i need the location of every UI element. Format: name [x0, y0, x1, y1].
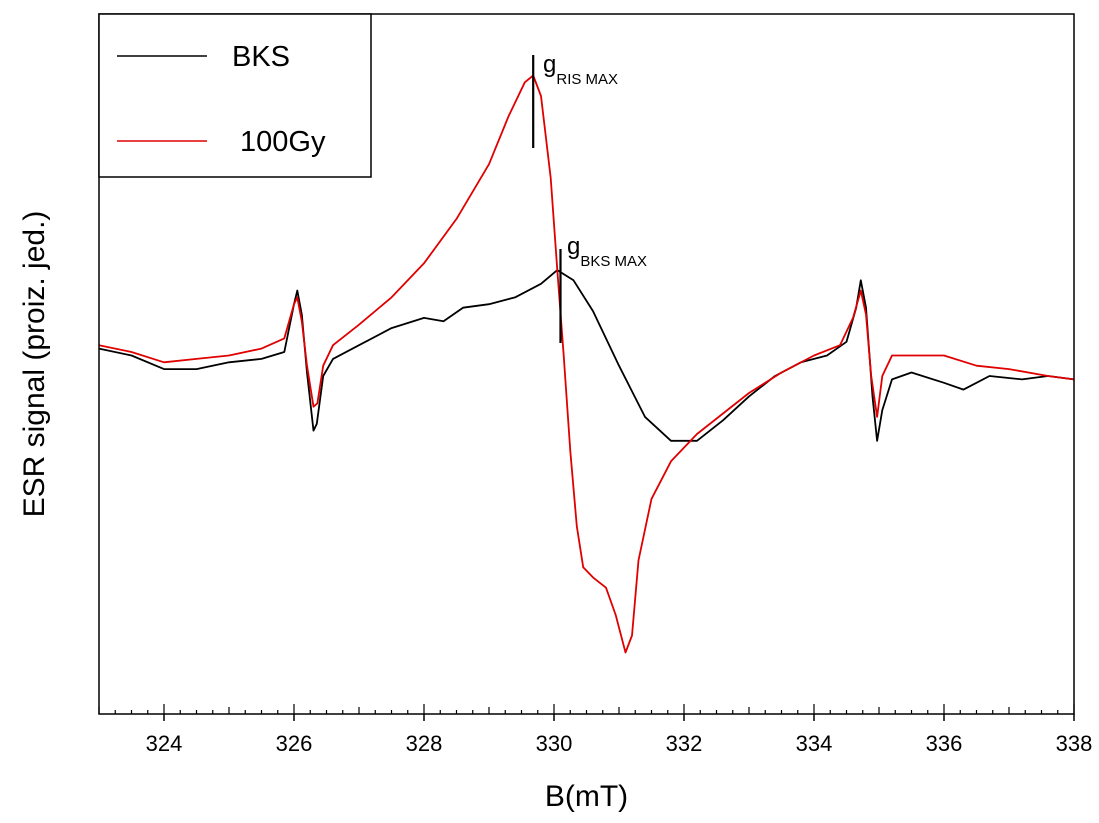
- minor-ticks: [98, 704, 1075, 714]
- annotations: gRIS MAX gBKS MAX: [532, 51, 647, 343]
- series-lines: [98, 74, 1075, 654]
- legend-box: [98, 13, 372, 178]
- x-tick-label: 328: [406, 731, 443, 756]
- x-tick-label: 334: [796, 731, 833, 756]
- y-axis-title: ESR signal (proiz. jed.): [18, 211, 51, 518]
- x-tick-label: 326: [276, 731, 313, 756]
- x-tick-label: 330: [536, 731, 573, 756]
- series-line-100gy: [98, 74, 1075, 654]
- x-tick-label: 336: [926, 731, 963, 756]
- plot-area-frame: [98, 13, 1075, 715]
- annotation-label: gBKS MAX: [567, 233, 647, 270]
- x-tick-label: 332: [666, 731, 703, 756]
- x-axis-title: B(mT): [545, 780, 628, 813]
- legend-label-bks: BKS: [232, 41, 290, 73]
- legend-label-100gy: 100Gy: [240, 126, 326, 158]
- legend: BKS 100Gy: [98, 13, 372, 178]
- x-axis-ticks: 324 326 328 330 332 334 336 338: [146, 714, 1093, 756]
- x-tick-label: 338: [1056, 731, 1093, 756]
- x-tick-label: 324: [146, 731, 183, 756]
- series-line-bks: [98, 269, 1075, 442]
- annotation-label: gRIS MAX: [543, 51, 618, 88]
